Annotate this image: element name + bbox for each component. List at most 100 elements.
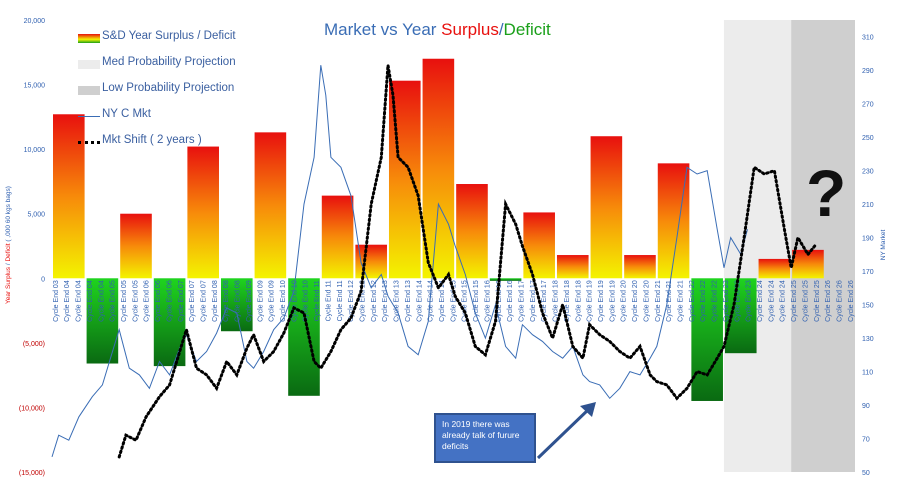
x-tick-label: Cycle End 22 [689,280,696,322]
y-left-tick-label: (10,000) [19,405,45,412]
bar [556,255,589,279]
x-tick-label: Cycle End 23 [723,280,730,322]
y-left-tick-label: 15,000 [24,83,46,90]
x-tick-label: Cycle End 12 [359,280,366,322]
y-right-tick-label: 210 [862,202,874,209]
x-tick-label: Cycle End 07 [189,280,196,322]
x-tick-label: Cycle End 14 [416,280,423,322]
x-tick-label: Cycle End 25 [802,280,809,322]
x-tick-label: Cycle End 18 [564,280,571,322]
y-left-tick-label: (5,000) [23,341,45,348]
bar [624,255,656,279]
bar [691,278,723,401]
x-tick-label: Cycle End 12 [371,280,378,322]
x-tick-label: Cycle End 16 [496,280,503,322]
legend-label: Mkt Shift ( 2 years ) [102,134,202,146]
x-tick-label: Cycle End 20 [632,280,639,322]
bar [489,278,522,281]
y-right-tick-label: 270 [862,102,874,109]
legend-swatch-med [78,60,100,69]
x-tick-label: Cycle End 04 [64,280,71,322]
question-mark: ? [806,156,847,230]
bar [120,213,152,279]
x-tick-label: Cycle End 19 [598,280,605,322]
title-text-1: Market vs Year [324,20,442,39]
x-tick-label: Cycle End 21 [677,280,684,322]
x-tick-label: Cycle End 10 [303,280,310,322]
x-tick-label: Cycle End 04 [87,280,94,322]
x-tick-label: Cycle End 15 [473,280,480,322]
x-tick-label: Cycle End 13 [405,280,412,322]
chart-title: Market vs Year Surplus/Deficit [324,20,551,40]
bar [355,244,387,279]
x-tick-label: Cycle End 07 [178,280,185,322]
title-text-deficit: Deficit [503,20,551,39]
y-left-tick-label: 20,000 [24,18,46,25]
x-tick-label: Cycle End 23 [734,280,741,322]
x-tick-label: Cycle End 24 [768,280,775,322]
x-tick-label: Cycle End 05 [132,280,139,322]
legend-swatch-dots [78,141,100,144]
x-tick-label: Cycle End 06 [166,280,173,322]
x-tick-label: Cycle End 05 [121,280,128,322]
y-left-tick-label: (15,000) [19,470,45,477]
bar [758,258,791,279]
x-tick-label: Cycle End 22 [700,280,707,322]
legend-swatch-low [78,86,100,95]
y-right-tick-label: 150 [862,303,874,310]
x-tick-label: Cycle End 19 [609,280,616,322]
x-tick-label: Cycle End 26 [836,280,843,322]
x-tick-label: Cycle End 11 [337,280,344,321]
bar [590,136,623,279]
x-tick-label: Cycle End 16 [484,280,491,322]
legend-item-surplus-deficit: S&D Year Surplus / Deficit [74,28,274,54]
x-tick-label: Cycle End 09 [269,280,276,322]
x-tick-label: Cycle End 15 [462,280,469,322]
bar [187,146,219,279]
y-right-tick-label: 110 [862,370,873,377]
x-tick-label: Cycle End 17 [541,280,548,322]
projection-region [723,20,792,472]
x-tick-label: Cycle End 20 [621,280,628,322]
legend-swatch-line [78,116,100,117]
x-tick-label: Cycle End 21 [655,280,662,322]
x-tick-label: Cycle End 16 [507,280,514,322]
x-tick-label: Cycle End 07 [200,280,207,322]
x-tick-label: Cycle End 10 [280,280,287,322]
x-tick-label: Cycle End 14 [428,280,435,322]
bar [456,184,488,279]
y-left-tick-label: 10,000 [24,147,46,154]
x-tick-label: Cycle End 17 [518,280,525,322]
x-tick-label: Cycle End 26 [825,280,832,322]
x-tick-label: Cycle End 22 [712,280,719,322]
y-right-tick-label: 90 [862,403,870,410]
legend-swatch-gradient [78,34,100,43]
legend-label: NY C Mkt [102,108,151,120]
y-left-tick-label: 0 [41,276,45,283]
x-tick-label: Cycle End 12 [348,280,355,322]
y-right-tick-label: 50 [862,470,870,477]
x-tick-label: Cycle End 05 [110,280,117,322]
y-right-tick-label: 230 [862,169,874,176]
bar [254,132,287,279]
x-tick-label: Cycle End 06 [155,280,162,322]
x-tick-label: Cycle End 25 [814,280,821,322]
x-tick-label: Cycle End 04 [98,280,105,322]
legend-label: Med Probability Projection [102,56,236,68]
bar [422,58,455,279]
x-tick-label: Cycle End 08 [212,280,219,322]
bar [523,212,555,279]
y-right-tick-label: 310 [862,35,874,42]
projection-region [791,20,855,472]
x-tick-label: Cycle End 14 [439,280,446,322]
x-tick-label: Cycle End 20 [643,280,650,322]
y-left-tick-label: 5,000 [27,212,45,219]
x-tick-label: Cycle End 24 [780,280,787,322]
bar [220,278,253,332]
y-right-tick-label: 70 [862,437,870,444]
x-tick-label: Cycle End 23 [746,280,753,322]
callout-arrow-line [536,406,592,460]
x-tick-label: Cycle End 15 [450,280,457,322]
legend-label: Low Probability Projection [102,82,235,94]
